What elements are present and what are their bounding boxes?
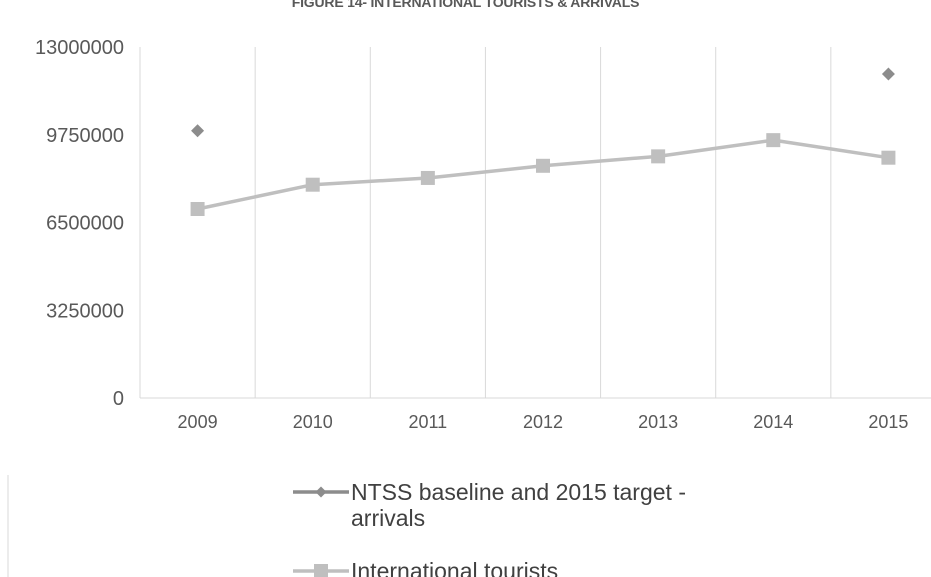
series-1 (191, 67, 895, 138)
legend-item-2: International tourists (293, 558, 558, 577)
data-point-square (536, 158, 550, 173)
x-tick-label: 2010 (293, 412, 333, 432)
chart-title: FIGURE 14- INTERNATIONAL TOURISTS & ARRI… (291, 0, 640, 10)
series-line (197, 138, 889, 211)
y-axis: 0 3250000 6500000 9750000 13000000 (35, 37, 124, 410)
data-point-diamond (881, 67, 895, 81)
legend-marker-diamond (315, 486, 327, 498)
y-tick-label: 9750000 (46, 125, 124, 147)
y-tick-label: 3250000 (46, 300, 124, 322)
series-2 (190, 133, 896, 216)
y-tick-label: 0 (113, 388, 124, 410)
data-point-square (766, 133, 781, 148)
x-tick-label: 2011 (408, 412, 447, 432)
x-tick-label: 2014 (753, 412, 793, 432)
legend: NTSS baseline and 2015 target -arrivals I… (293, 479, 686, 577)
x-tick-label: 2009 (178, 412, 218, 432)
series-group (190, 67, 896, 216)
x-tick-label: 2013 (638, 412, 678, 432)
y-tick-label: 13000000 (35, 37, 124, 59)
data-point-square (190, 202, 205, 216)
x-tick-label: 2015 (868, 412, 908, 432)
data-point-square (420, 170, 435, 185)
legend-label: International tourists (351, 558, 558, 577)
legend-marker-square (314, 564, 328, 577)
grid-lines (139, 47, 931, 399)
data-point-square (651, 149, 666, 164)
y-tick-label: 6500000 (46, 213, 124, 235)
data-point-square (305, 177, 320, 192)
data-point-diamond (191, 124, 205, 138)
legend-item-1: NTSS baseline and 2015 target -arrivals (293, 479, 686, 531)
legend-label: NTSS baseline and 2015 target -arrivals (351, 479, 686, 531)
x-axis: 2009 2010 2011 2012 2013 2014 2015 (178, 412, 909, 432)
x-tick-label: 2012 (523, 412, 563, 432)
data-point-square (881, 150, 896, 165)
